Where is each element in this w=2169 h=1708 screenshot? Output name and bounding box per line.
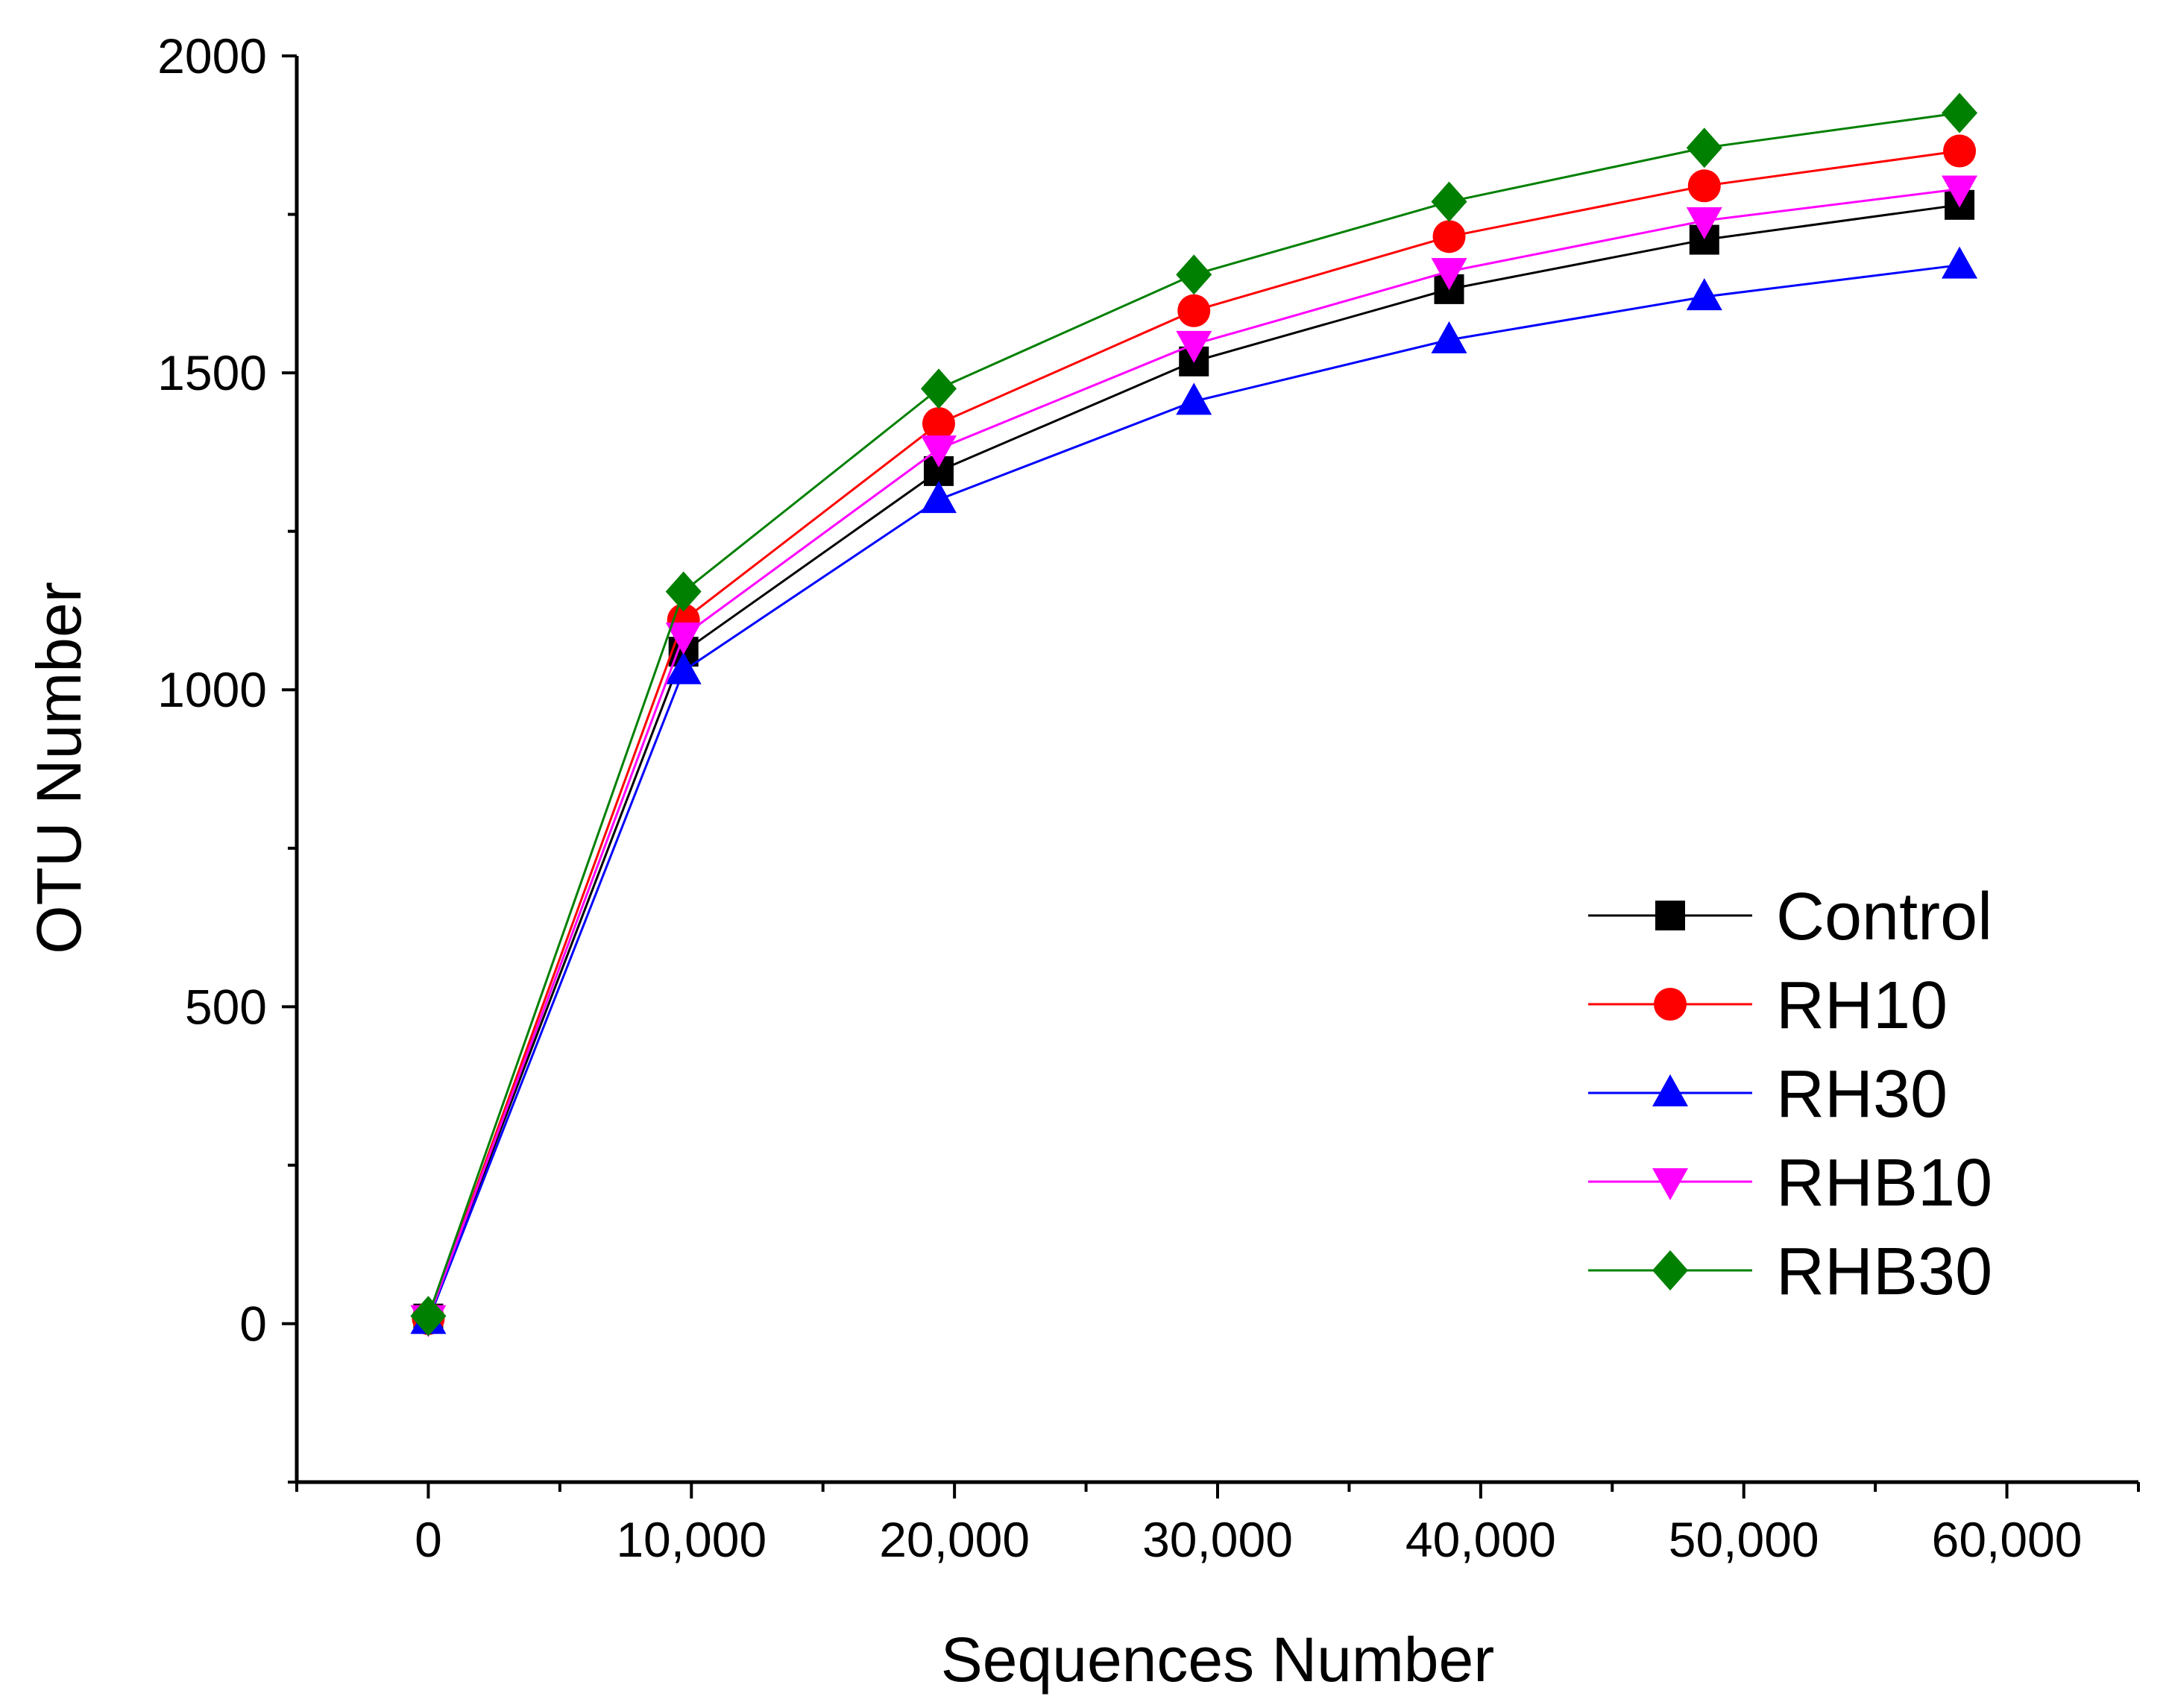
data-point: [920, 435, 957, 468]
data-point: [1431, 181, 1467, 222]
series-rhb10: [410, 175, 1978, 1337]
data-point: [922, 407, 955, 441]
data-point: [1431, 258, 1467, 291]
x-tick-label: 60,000: [1932, 1512, 2083, 1567]
series-rh30: [410, 246, 1978, 1334]
data-point: [920, 368, 957, 409]
data-point: [1431, 321, 1467, 353]
data-point: [665, 652, 702, 684]
data-point: [1687, 169, 1721, 203]
data-point: [1176, 382, 1212, 415]
data-point: [1686, 127, 1722, 168]
y-axis-title: OTU Number: [24, 582, 94, 954]
legend-item-rhb10: RHB10: [1588, 1146, 1992, 1220]
data-point: [1176, 254, 1212, 295]
data-point: [665, 571, 702, 612]
legend-marker: [1652, 1074, 1688, 1106]
data-point: [1176, 330, 1212, 363]
data-point: [1942, 175, 1978, 208]
data-point: [665, 622, 702, 655]
data-point: [1942, 92, 1978, 133]
series-layer: [410, 92, 1978, 1337]
y-tick-label: 500: [185, 979, 267, 1034]
legend-label: RH10: [1776, 968, 1948, 1043]
x-tick-label: 20,000: [879, 1512, 1030, 1567]
legend-item-rhb30: RHB30: [1588, 1235, 1992, 1309]
data-point: [410, 1296, 447, 1337]
x-axis-title: Sequences Number: [941, 1625, 1494, 1695]
legend-marker: [1655, 901, 1685, 930]
y-tick-label: 1000: [157, 662, 267, 717]
legend-marker: [1652, 1250, 1688, 1291]
data-point: [1686, 278, 1722, 311]
data-point: [920, 481, 957, 514]
legend-label: RHB10: [1776, 1146, 1992, 1220]
data-point: [1432, 220, 1466, 253]
legend-item-control: Control: [1588, 880, 1992, 954]
legend-item-rh10: RH10: [1588, 968, 1948, 1043]
y-tick-label: 2000: [157, 28, 267, 83]
legend-marker: [1654, 988, 1687, 1021]
legend-label: RH30: [1776, 1057, 1948, 1132]
x-tick-label: 10,000: [616, 1512, 766, 1567]
x-tick-label: 0: [415, 1512, 442, 1567]
legend-marker: [1652, 1168, 1688, 1200]
series-rhb30: [410, 92, 1978, 1337]
y-tick-label: 1500: [157, 345, 267, 400]
series-line: [427, 264, 1960, 1321]
data-point: [1943, 134, 1977, 168]
legend: Control RH10 RH30 RHB10 RHB30: [1588, 880, 1992, 1309]
data-point: [1177, 294, 1211, 327]
x-tick-label: 30,000: [1142, 1512, 1293, 1567]
x-tick-label: 50,000: [1669, 1512, 1819, 1567]
legend-label: Control: [1776, 880, 1992, 954]
x-ticks: 0 10,000 20,000 30,000 40,000 50,000 60,000: [295, 1482, 2140, 1567]
data-point: [1686, 207, 1722, 240]
y-ticks: 0 500 1000 1500 2000: [157, 28, 297, 1484]
data-point: [1942, 246, 1978, 279]
y-tick-label: 0: [239, 1296, 267, 1351]
x-tick-label: 40,000: [1405, 1512, 1556, 1567]
legend-label: RHB30: [1776, 1235, 1992, 1309]
legend-item-rh30: RH30: [1588, 1057, 1948, 1132]
